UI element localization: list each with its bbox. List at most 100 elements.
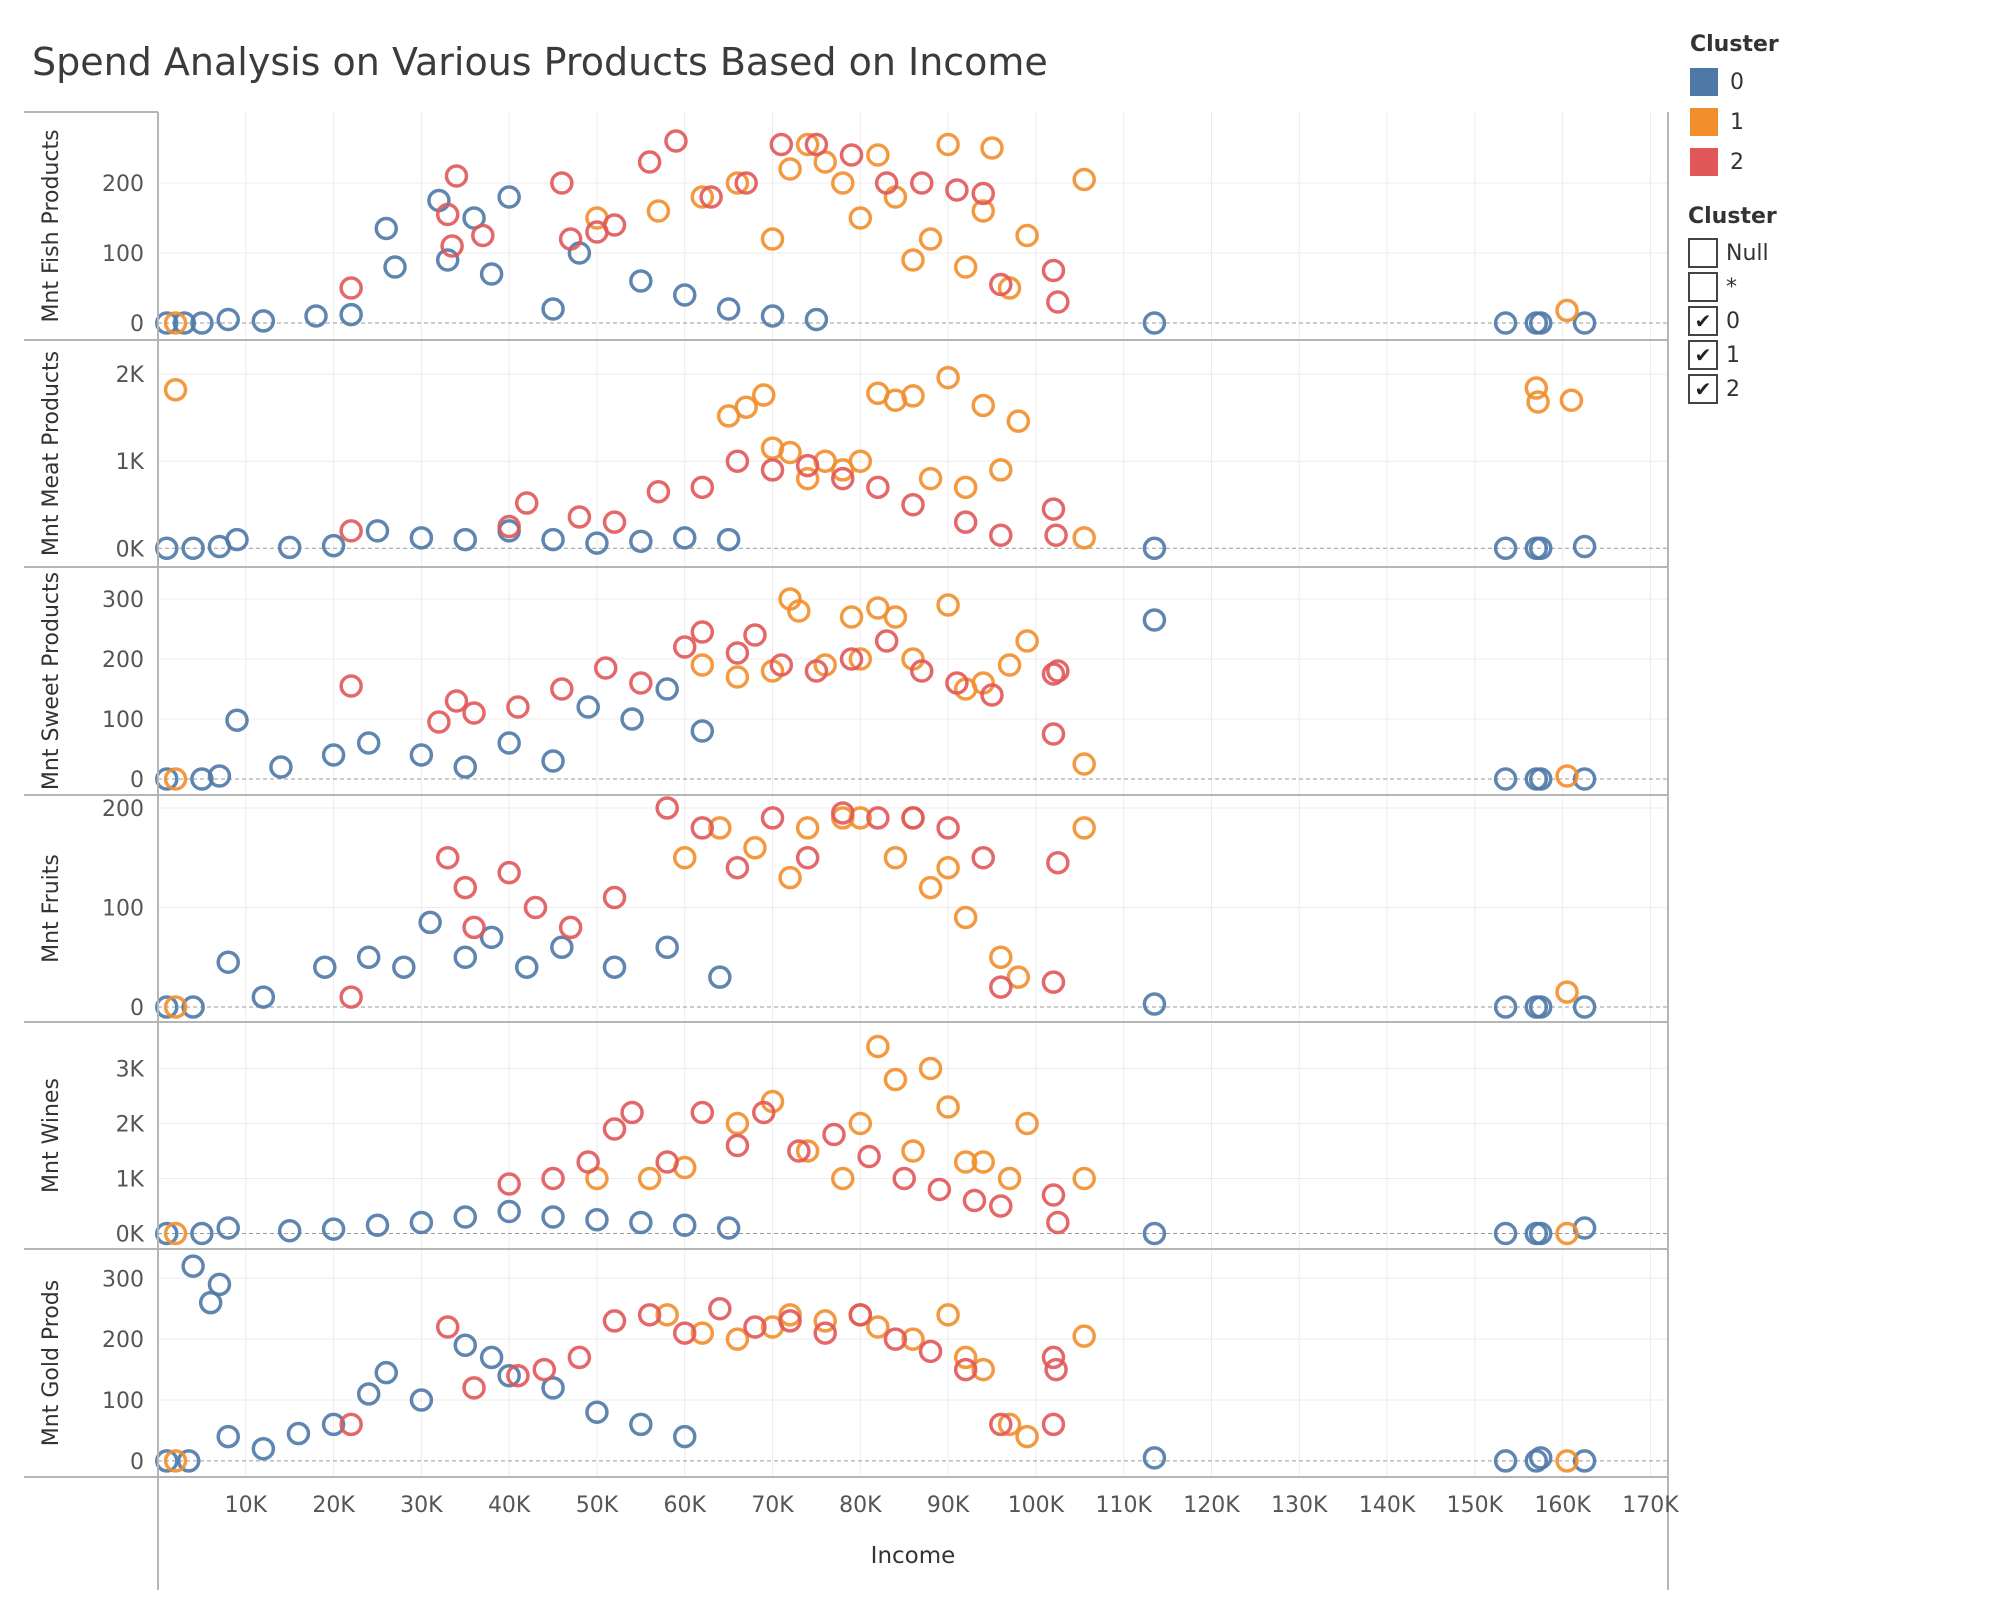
filter-item-1[interactable]: ✔ 1 — [1688, 340, 1740, 370]
data-point-cluster-1 — [866, 143, 890, 167]
legend-swatch-1 — [1690, 108, 1718, 136]
data-point-cluster-2 — [874, 629, 899, 653]
data-point-cluster-0 — [514, 955, 539, 979]
filter-checkbox-2[interactable]: ✔ — [1688, 374, 1718, 404]
data-point-cluster-0 — [453, 755, 478, 779]
data-point-cluster-1 — [163, 767, 188, 791]
y-tick-label: 100 — [102, 242, 144, 267]
color-legend-item-2[interactable]: 2 — [1690, 148, 1744, 176]
data-point-cluster-0 — [356, 731, 381, 755]
y-tick-label: 2K — [116, 1113, 145, 1138]
data-point-cluster-2 — [953, 510, 978, 534]
data-point-cluster-0 — [1572, 767, 1597, 791]
data-point-cluster-0 — [690, 719, 715, 743]
filter-label-2: 2 — [1726, 376, 1740, 402]
data-point-cluster-2 — [637, 150, 662, 174]
data-point-cluster-0 — [1493, 1449, 1518, 1473]
data-point-cluster-0 — [453, 527, 478, 552]
data-point-cluster-0 — [383, 255, 407, 279]
data-point-cluster-2 — [532, 1357, 557, 1382]
data-point-cluster-0 — [602, 955, 627, 979]
data-point-cluster-2 — [769, 653, 794, 677]
legend-swatch-0 — [1690, 68, 1718, 96]
filter-item-0[interactable]: ✔ 0 — [1688, 306, 1740, 336]
data-point-cluster-2 — [690, 620, 715, 644]
data-point-cluster-2 — [1046, 850, 1070, 875]
data-point-cluster-0 — [277, 1219, 302, 1243]
data-point-cluster-0 — [629, 269, 653, 293]
data-point-cluster-1 — [971, 1357, 995, 1382]
data-point-cluster-2 — [831, 466, 855, 491]
filter-checkbox-all[interactable] — [1688, 272, 1718, 302]
data-point-cluster-1 — [655, 1303, 679, 1327]
filter-item-null[interactable]: Null — [1688, 238, 1769, 268]
y-tick-label: 0 — [130, 996, 144, 1021]
data-point-cluster-2 — [989, 523, 1013, 547]
data-point-cluster-0 — [708, 965, 732, 989]
data-point-cluster-2 — [550, 171, 574, 195]
data-point-cluster-2 — [593, 656, 618, 680]
data-point-cluster-0 — [541, 1205, 565, 1229]
data-point-cluster-2 — [620, 1100, 644, 1125]
data-point-cluster-0 — [672, 283, 697, 307]
data-point-cluster-1 — [918, 227, 943, 251]
color-legend-item-1[interactable]: 1 — [1690, 108, 1744, 136]
data-point-cluster-1 — [848, 647, 873, 671]
data-point-cluster-0 — [1528, 767, 1553, 791]
data-point-cluster-0 — [629, 529, 653, 554]
data-point-cluster-1 — [795, 466, 820, 491]
data-point-cluster-1 — [997, 653, 1022, 677]
data-point-cluster-2 — [953, 1357, 978, 1382]
data-point-cluster-1 — [725, 1111, 750, 1136]
data-point-cluster-1 — [690, 1321, 715, 1345]
data-point-cluster-0 — [672, 526, 697, 550]
data-point-cluster-2 — [1046, 290, 1070, 314]
data-point-cluster-2 — [339, 276, 363, 300]
data-point-cluster-1 — [971, 393, 995, 418]
x-tick-label: 120K — [1183, 1493, 1240, 1518]
data-point-cluster-1 — [163, 311, 188, 335]
filter-checkbox-0[interactable]: ✔ — [1688, 306, 1718, 336]
data-point-cluster-2 — [874, 171, 899, 195]
data-point-cluster-1 — [778, 440, 802, 465]
filter-item-all[interactable]: * — [1688, 272, 1737, 302]
data-point-cluster-1 — [760, 227, 785, 251]
data-point-cluster-0 — [716, 1216, 741, 1240]
data-point-cluster-0 — [620, 707, 644, 731]
data-point-cluster-1 — [1559, 388, 1584, 412]
data-point-cluster-2 — [752, 1100, 776, 1125]
y-tick-label: 2K — [116, 363, 145, 388]
data-point-cluster-0 — [1572, 995, 1597, 1019]
data-point-cluster-0 — [1142, 992, 1167, 1016]
data-point-cluster-0 — [409, 1388, 434, 1412]
data-point-cluster-2 — [602, 885, 627, 910]
data-point-cluster-1 — [1072, 1324, 1096, 1348]
y-tick-label: 3K — [116, 1058, 145, 1083]
data-point-cluster-0 — [321, 1217, 346, 1241]
x-tick-label: 160K — [1534, 1493, 1591, 1518]
data-point-cluster-2 — [497, 514, 521, 539]
data-point-cluster-1 — [1072, 752, 1096, 776]
data-point-cluster-1 — [725, 665, 750, 689]
data-point-cluster-1 — [1555, 1221, 1579, 1246]
data-point-cluster-2 — [734, 171, 758, 195]
data-point-cluster-0 — [479, 262, 504, 286]
data-point-cluster-1 — [734, 395, 758, 419]
data-point-cluster-0 — [1528, 311, 1553, 335]
data-point-cluster-1 — [778, 865, 802, 890]
data-point-cluster-0 — [339, 302, 363, 327]
data-point-cluster-0 — [216, 1424, 240, 1449]
filter-item-2[interactable]: ✔ 2 — [1688, 374, 1740, 404]
filter-label-null: Null — [1726, 240, 1769, 266]
filter-checkbox-1[interactable]: ✔ — [1688, 340, 1718, 370]
data-point-cluster-0 — [716, 527, 741, 552]
data-point-cluster-0 — [435, 248, 460, 272]
filter-checkbox-null[interactable] — [1688, 238, 1718, 268]
data-point-cluster-0 — [216, 950, 240, 974]
data-point-cluster-0 — [198, 1290, 223, 1315]
data-point-cluster-0 — [225, 708, 249, 732]
color-legend-item-0[interactable]: 0 — [1690, 68, 1744, 96]
data-point-cluster-0 — [356, 1382, 381, 1406]
row-label: Mnt Fruits — [39, 854, 64, 963]
data-point-cluster-2 — [918, 1339, 943, 1364]
